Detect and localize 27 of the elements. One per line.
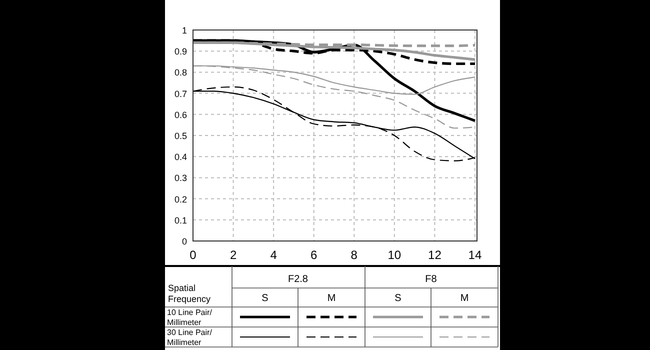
x-tick-label: 2	[230, 248, 237, 262]
x-tick-label: 10	[388, 248, 402, 262]
y-tick-label: 0.9	[174, 46, 187, 57]
y-tick-label: 0.4	[174, 152, 187, 162]
y-tick-label: 0.1	[174, 215, 187, 226]
y-tick-label: 0.6	[174, 110, 187, 120]
text: F8	[425, 274, 438, 285]
x-tick-label: 8	[350, 248, 358, 262]
x-tick-label: 4	[270, 248, 278, 262]
y-tick-label: 0.5	[174, 131, 187, 141]
x-tick-label: 6	[310, 248, 318, 262]
text: 10 Line Pair/ Millimeter	[167, 308, 213, 327]
y-tick-label: 1	[182, 26, 187, 36]
text: F2.8	[288, 274, 308, 285]
y-tick-label: 0.3	[174, 173, 187, 184]
text: S	[262, 293, 269, 304]
y-tick-label: 0.8	[174, 68, 187, 78]
text: Spatial Frequency	[168, 283, 212, 304]
y-tick-label: 0	[182, 236, 187, 246]
text: M	[327, 293, 336, 304]
y-tick-label: 0.7	[174, 88, 187, 99]
text: M	[460, 293, 469, 304]
x-tick-label: 14	[468, 248, 482, 262]
x-tick-label: 12	[428, 248, 442, 262]
y-tick-label: 0.2	[174, 194, 187, 204]
text: 30 Line Pair/ Millimeter	[167, 328, 213, 347]
text: S	[394, 293, 402, 304]
